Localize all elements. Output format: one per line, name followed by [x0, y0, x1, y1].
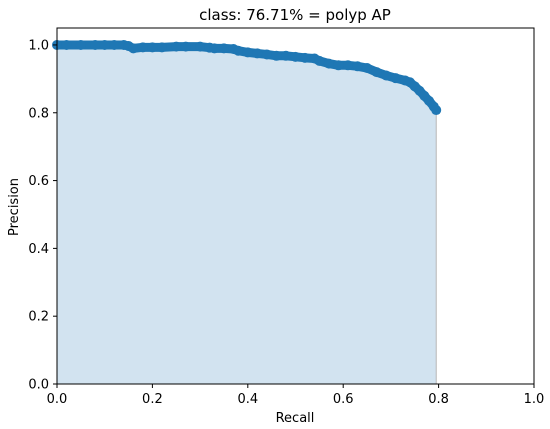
data-points: [52, 39, 442, 116]
data-point: [156, 42, 167, 53]
y-tick-label: 0.6: [28, 174, 49, 189]
data-point: [342, 60, 353, 71]
x-tick-label: 0.2: [142, 392, 163, 407]
data-point: [233, 45, 244, 56]
y-tick-label: 0.8: [28, 106, 49, 121]
data-point: [280, 50, 291, 61]
data-point: [171, 41, 182, 52]
data-point: [431, 105, 442, 116]
data-point: [362, 63, 373, 74]
y-tick-label: 0.2: [28, 310, 49, 325]
data-point: [290, 51, 301, 62]
data-point: [61, 39, 72, 50]
data-point: [352, 61, 363, 72]
x-tick-label: 0.4: [237, 392, 258, 407]
data-point: [390, 73, 401, 84]
data-point: [314, 55, 325, 66]
data-point: [137, 42, 148, 53]
data-point: [381, 70, 392, 81]
data-point: [209, 43, 220, 54]
data-point: [261, 49, 272, 60]
data-point: [147, 42, 158, 53]
data-point: [195, 41, 206, 52]
y-tick-label: 1.0: [28, 38, 49, 53]
data-point: [333, 60, 344, 71]
x-tick-label: 0.6: [333, 392, 354, 407]
y-tick-label: 0.0: [28, 378, 49, 393]
data-point: [109, 39, 120, 50]
data-point: [128, 43, 139, 54]
data-point: [180, 41, 191, 52]
y-tick-label: 0.4: [28, 242, 49, 257]
data-point: [218, 43, 229, 54]
data-point: [242, 47, 253, 58]
x-axis-label: Recall: [276, 411, 315, 426]
x-axis: 0.0 0.2 0.4 0.6 0.8 1.0: [47, 384, 545, 407]
data-point: [371, 67, 382, 78]
data-point: [99, 39, 110, 50]
plot-area: [52, 39, 442, 384]
plot-frame: [56, 27, 535, 385]
chart-title: class: 76.71% = polyp AP: [199, 6, 391, 24]
data-point: [271, 50, 282, 61]
y-axis-label: Precision: [7, 178, 22, 236]
x-tick-label: 0.8: [428, 392, 449, 407]
data-point: [323, 58, 334, 69]
data-point: [252, 48, 263, 59]
y-axis: 0.0 0.2 0.4 0.6 0.8 1.0: [28, 38, 57, 393]
data-point: [90, 39, 101, 50]
data-point: [75, 39, 86, 50]
precision-area-fill: [57, 44, 437, 384]
x-tick-label: 1.0: [524, 392, 545, 407]
x-tick-label: 0.0: [47, 392, 68, 407]
data-point: [300, 52, 311, 63]
